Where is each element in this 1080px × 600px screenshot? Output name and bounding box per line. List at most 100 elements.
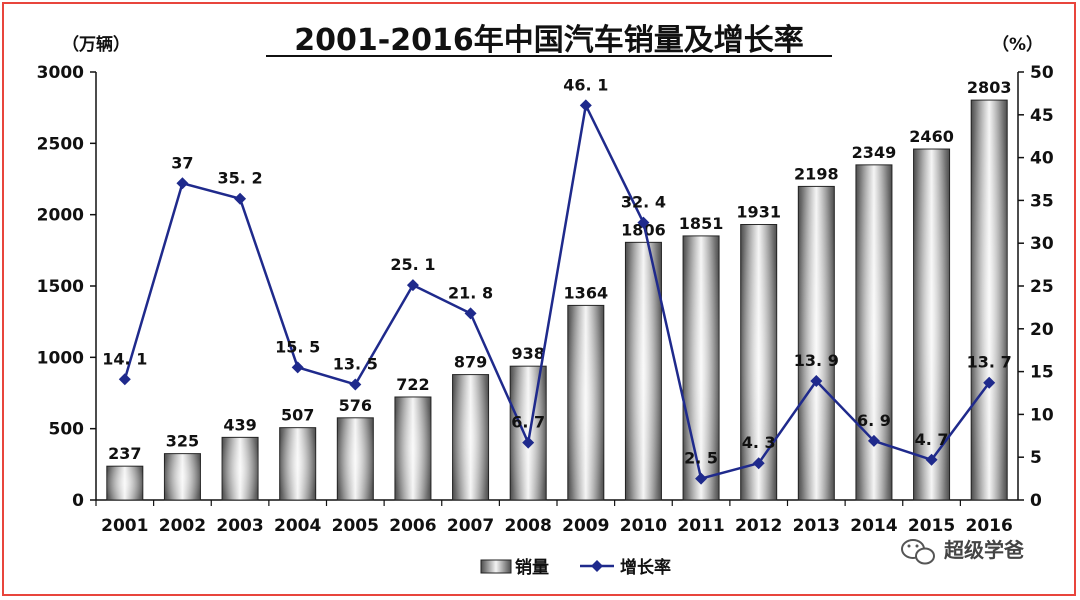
growth-rate-point [579, 99, 592, 112]
x-tick-label: 2016 [966, 516, 1013, 536]
x-tick-label: 2003 [216, 516, 263, 536]
right-tick-label: 10 [1030, 405, 1054, 425]
sales-bar-label: 722 [396, 375, 429, 394]
right-tick-label: 20 [1030, 320, 1054, 340]
growth-rate-line [123, 101, 991, 481]
growth-rate-label: 13. 7 [967, 353, 1012, 372]
growth-rate-point [406, 279, 419, 292]
chart-title: 2001-2016年中国汽车销量及增长率 [294, 23, 803, 58]
growth-rate-label: 4. 7 [915, 430, 949, 449]
growth-rate-label: 37 [171, 153, 193, 172]
x-tick-label: 2004 [274, 516, 321, 536]
growth-rate-point [752, 457, 765, 470]
left-tick-label: 2500 [37, 134, 84, 154]
growth-rate-label: 13. 9 [794, 351, 839, 370]
sales-bar-label: 1931 [736, 203, 781, 222]
sales-bar-label: 2349 [852, 143, 897, 162]
right-tick-label: 5 [1030, 448, 1042, 468]
sales-bar-highlight [683, 235, 720, 500]
x-tick-label: 2001 [101, 516, 148, 536]
growth-rate-point [925, 453, 938, 466]
growth-rate-point [695, 472, 708, 485]
legend-rate-label: 增长率 [620, 557, 671, 578]
sales-bar-label: 237 [108, 444, 141, 463]
x-tick-label: 2013 [793, 516, 840, 536]
growth-rate-label: 46. 1 [563, 75, 608, 94]
growth-rate-point [810, 375, 823, 388]
right-tick-label: 0 [1030, 491, 1042, 511]
right-tick-label: 45 [1030, 106, 1054, 126]
growth-rate-point [983, 376, 996, 389]
growth-rate-point [349, 378, 362, 391]
sales-bar-label: 576 [339, 396, 372, 415]
growth-rate-label: 6. 7 [511, 413, 545, 432]
x-tick-label: 2012 [735, 516, 782, 536]
x-tick-label: 2007 [447, 516, 494, 536]
x-tick-label: 2010 [620, 516, 667, 536]
x-tick-label: 2009 [562, 516, 609, 536]
sales-bar-label: 879 [454, 353, 487, 372]
line-series: 14. 1 37 35. 2 15. 5 13. 5 25. 1 21. 8 6. 7 46. … [102, 75, 1012, 485]
growth-rate-label: 4. 3 [742, 433, 776, 452]
wechat-icon [901, 539, 935, 565]
growth-rate-label: 2. 5 [684, 449, 718, 468]
x-tick-label: 2014 [850, 516, 897, 536]
sales-bar-label: 2198 [794, 164, 839, 183]
growth-rate-point [637, 216, 650, 229]
growth-rate-label: 25. 1 [390, 255, 435, 274]
left-tick-label: 500 [49, 420, 85, 440]
sales-bar-label: 1851 [679, 214, 724, 233]
sales-bar-highlight [106, 466, 143, 500]
sales-bar-label: 325 [166, 432, 199, 451]
x-tick-label: 2008 [505, 516, 552, 536]
right-tick-label: 35 [1030, 191, 1054, 211]
sales-bar-highlight [222, 437, 259, 500]
right-tick-label: 50 [1030, 63, 1054, 83]
sales-bar-label: 1364 [564, 283, 609, 302]
sales-bar-label: 2460 [909, 127, 954, 146]
right-tick-label: 30 [1030, 234, 1054, 254]
growth-rate-point [867, 434, 880, 447]
sales-bar-label: 1806 [621, 220, 666, 239]
sales-bar-highlight [337, 417, 374, 500]
sales-bar-highlight [567, 305, 604, 500]
sales-bar-highlight [510, 366, 547, 500]
right-axis-unit: （%） [992, 34, 1043, 55]
legend-rate-swatch-marker [591, 560, 603, 572]
watermark-text: 超级学爸 [943, 538, 1024, 562]
left-axis-unit: （万辆） [62, 34, 130, 55]
growth-rate-label: 13. 5 [333, 354, 378, 373]
x-tick-label: 2006 [389, 516, 436, 536]
right-tick-label: 15 [1030, 363, 1054, 383]
growth-rate-point [118, 373, 131, 386]
x-tick-label: 2002 [159, 516, 206, 536]
x-tick-label: 2005 [332, 516, 379, 536]
sales-bar-label: 2803 [967, 78, 1012, 97]
growth-rate-point [176, 177, 189, 190]
sales-bar-highlight [394, 396, 431, 500]
right-tick-label: 40 [1030, 149, 1054, 169]
left-tick-label: 1500 [37, 277, 84, 297]
legend: 销量 增长率 [480, 557, 671, 578]
sales-bar-label: 439 [223, 415, 256, 434]
sales-bar-highlight [798, 186, 835, 500]
sales-bar-label: 507 [281, 406, 314, 425]
legend-sales-swatch [480, 559, 512, 574]
left-tick-label: 1000 [37, 348, 84, 368]
growth-rate-point [291, 361, 304, 374]
right-tick-label: 25 [1030, 277, 1054, 297]
sales-bar-label: 938 [511, 344, 544, 363]
growth-rate-label: 14. 1 [102, 349, 147, 368]
growth-rate-point [234, 192, 247, 205]
watermark: 超级学爸 [901, 538, 1024, 565]
growth-rate-label: 6. 9 [857, 411, 891, 430]
left-tick-label: 2000 [37, 206, 84, 226]
growth-rate-label: 15. 5 [275, 337, 320, 356]
bar-series: 237 325 439 507 576 722 879 938 1364 1806 1851 1931… [106, 78, 1012, 501]
legend-sales-label: 销量 [515, 557, 549, 578]
sales-bar-highlight [971, 100, 1008, 500]
sales-bar-highlight [164, 453, 201, 500]
left-tick-label: 3000 [37, 63, 84, 83]
